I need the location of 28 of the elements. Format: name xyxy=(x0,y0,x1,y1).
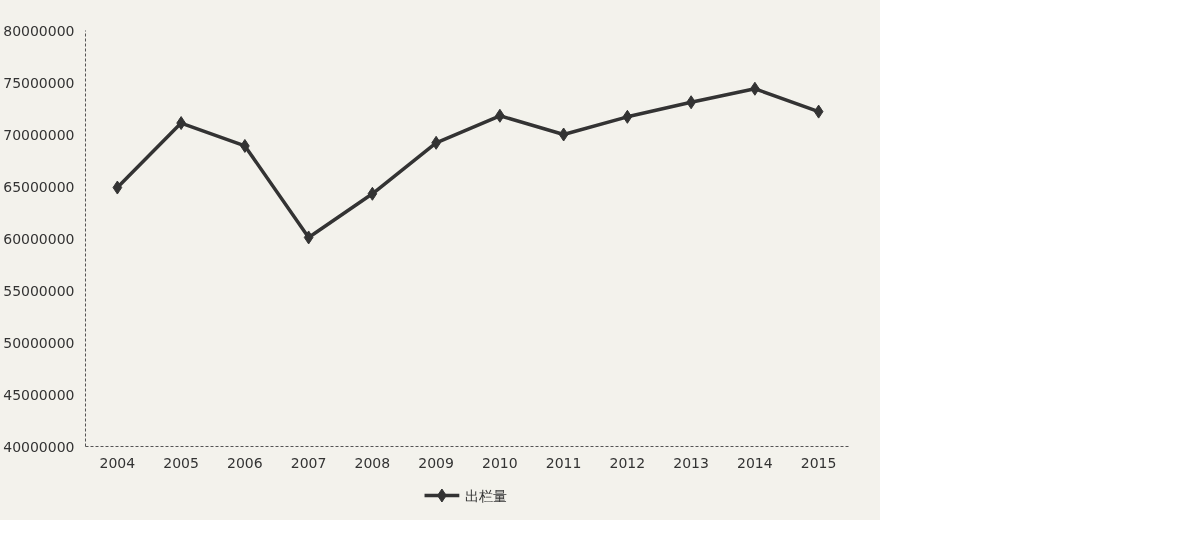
x-tick-label: 2005 xyxy=(163,454,199,471)
y-tick-label: 50000000 xyxy=(3,334,75,351)
y-tick-label: 65000000 xyxy=(3,178,75,195)
x-tick-label: 2009 xyxy=(418,454,454,471)
x-tick-label: 2015 xyxy=(800,454,837,471)
y-tick-label: 45000000 xyxy=(3,386,75,403)
y-tick-label: 60000000 xyxy=(3,230,75,247)
x-tick-label: 2011 xyxy=(545,454,582,471)
legend-label: 出栏量 xyxy=(464,487,507,504)
x-tick-label: 2006 xyxy=(227,454,263,471)
point xyxy=(303,230,314,245)
x-tick-label: 2008 xyxy=(354,454,391,471)
x-tick-label: 2007 xyxy=(290,454,327,471)
x-tick-label: 2010 xyxy=(482,454,518,471)
x-tick-label: 2012 xyxy=(609,454,646,471)
point xyxy=(367,186,378,201)
x-tick-label: 2014 xyxy=(737,454,773,471)
y-tick-label: 55000000 xyxy=(3,282,75,299)
y-tick-label: 40000000 xyxy=(3,438,75,455)
point xyxy=(622,109,633,124)
x-tick-label: 2004 xyxy=(99,454,136,471)
point xyxy=(813,104,824,119)
point xyxy=(558,127,569,142)
y-tick-label: 80000000 xyxy=(3,22,75,39)
y-tick-label: 75000000 xyxy=(3,74,75,91)
x-tick-label: 2013 xyxy=(673,454,709,471)
point xyxy=(112,180,123,195)
y-tick-label: 70000000 xyxy=(3,126,75,143)
